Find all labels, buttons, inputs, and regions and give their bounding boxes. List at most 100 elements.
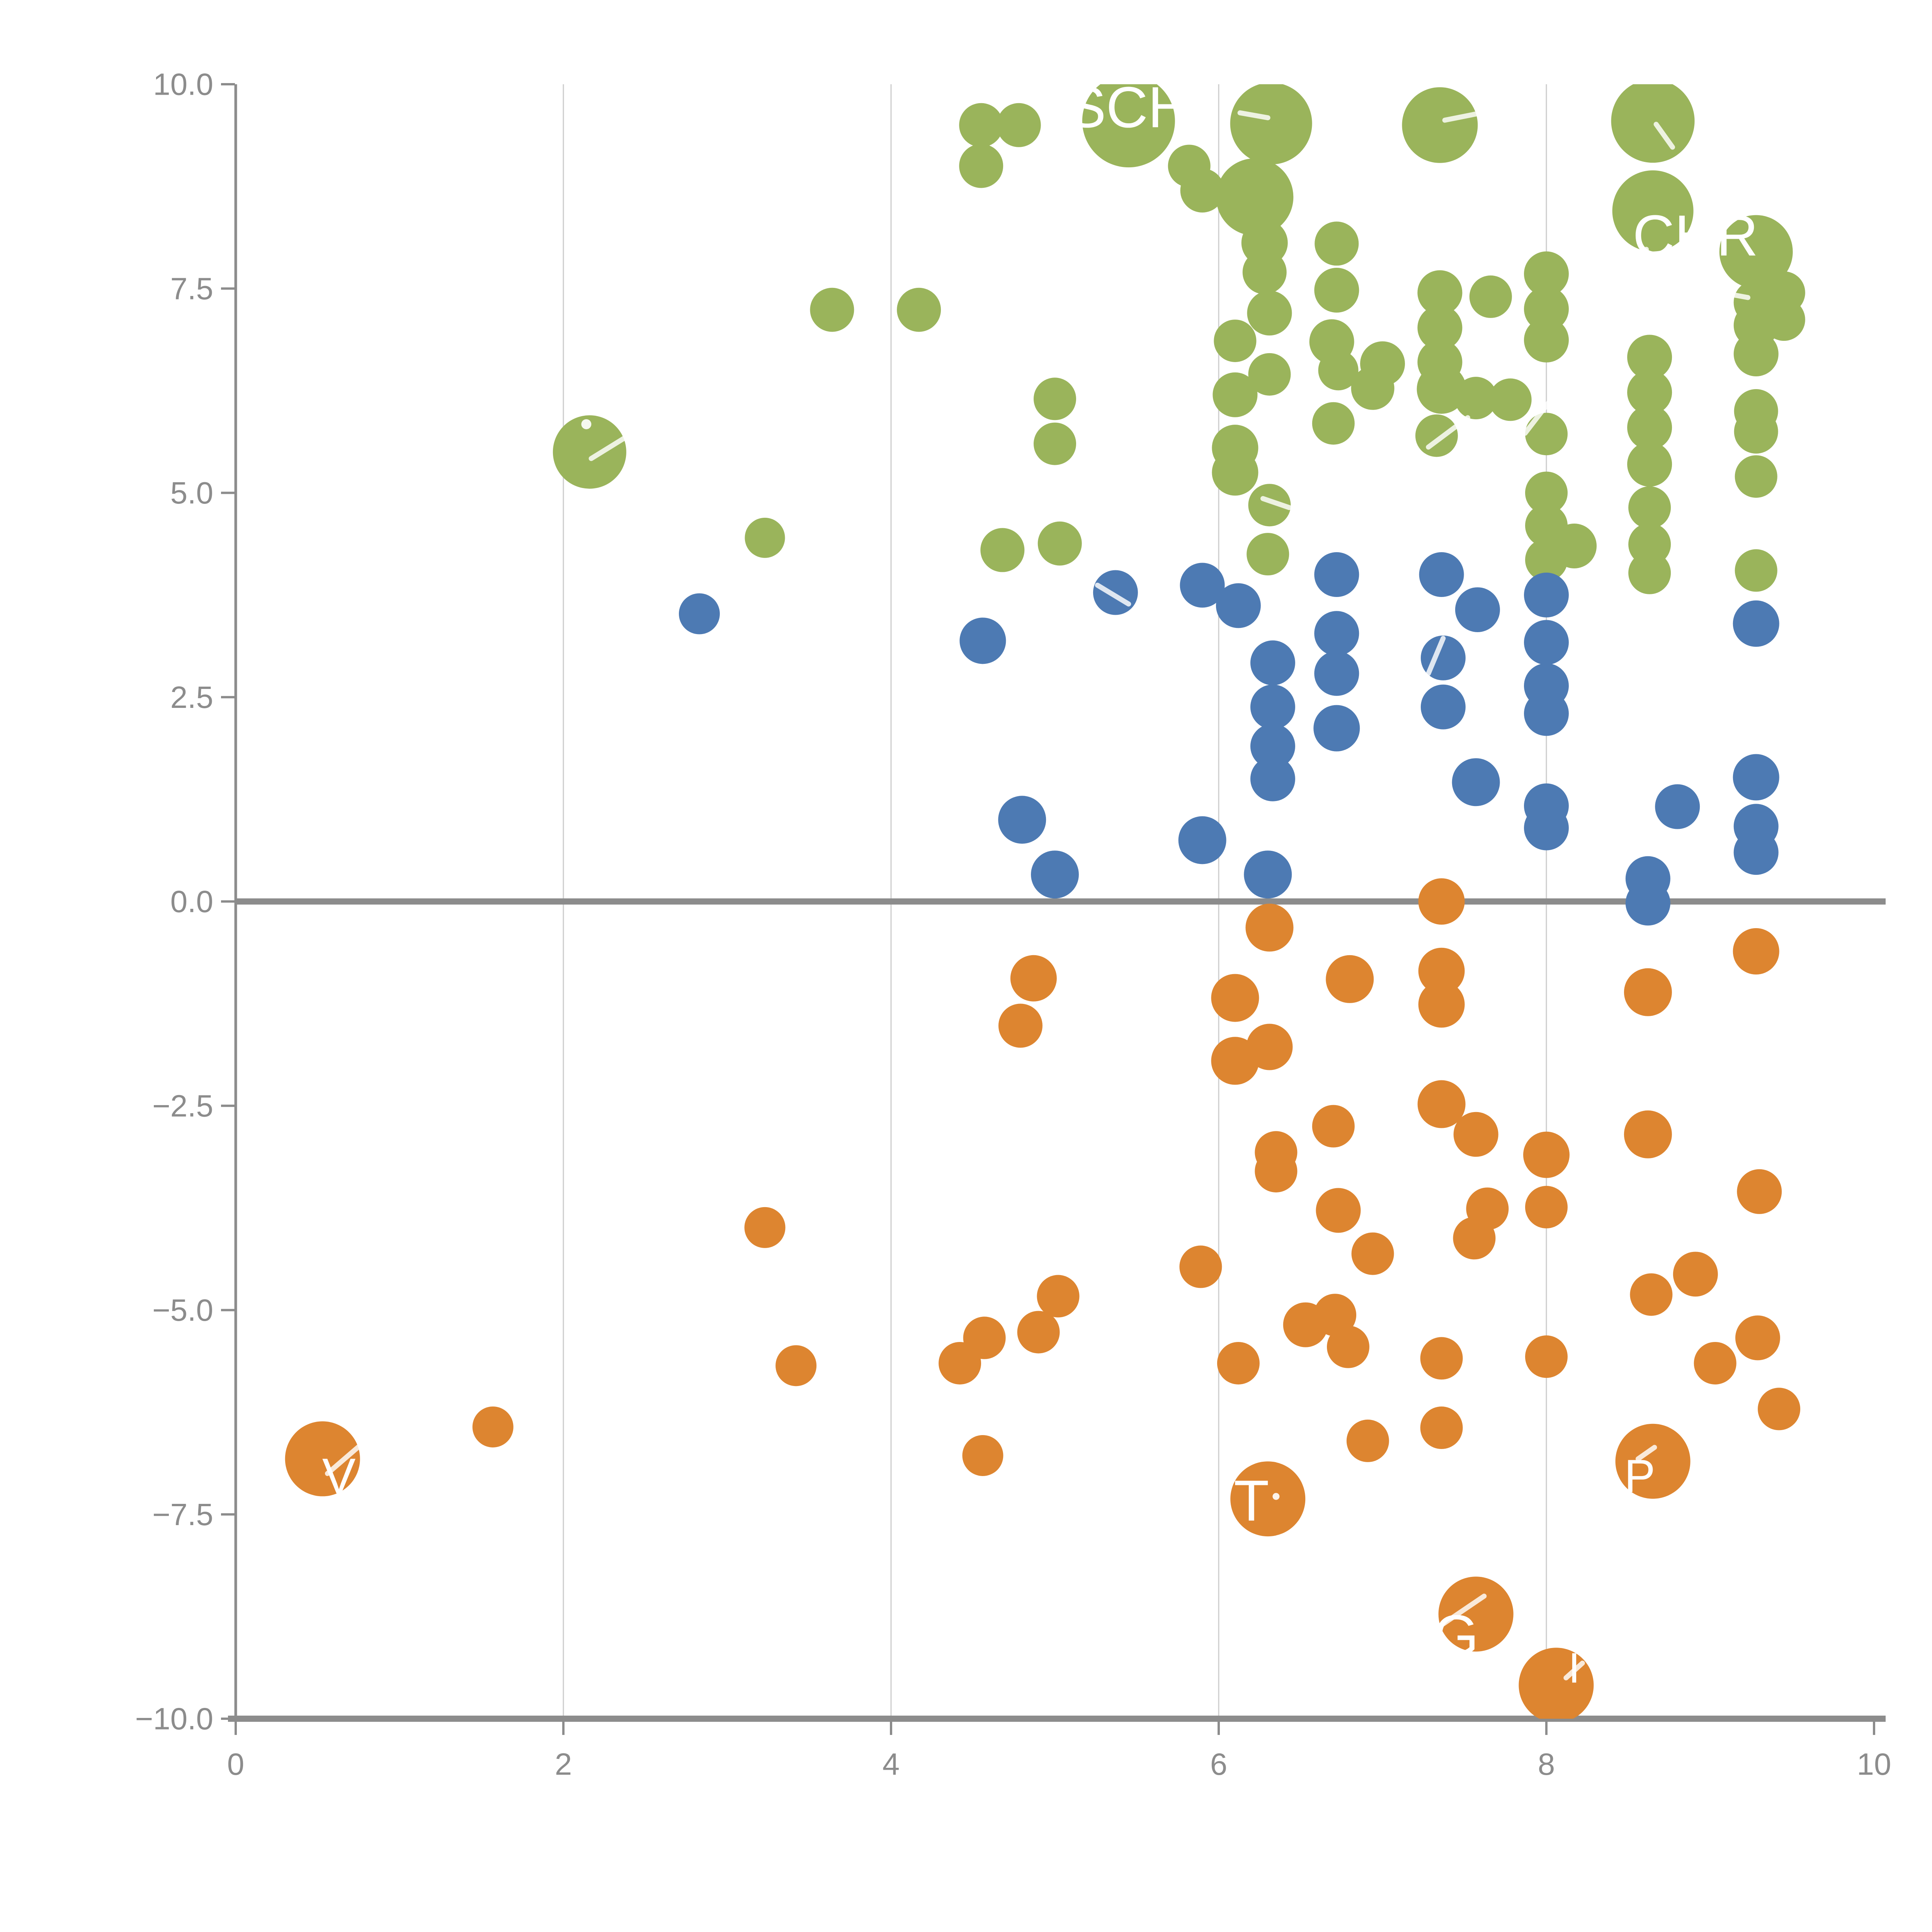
data-point-group-blue-25 xyxy=(1733,600,1779,647)
data-point-group-orange-8 xyxy=(962,1435,1003,1476)
data-point-group-green-50 xyxy=(1351,366,1395,410)
leader-line-8 xyxy=(1522,399,1552,436)
data-point-group-orange-6 xyxy=(1017,1311,1060,1354)
data-point-group-green-35 xyxy=(1762,298,1805,341)
data-point-group-green-65 xyxy=(1525,538,1568,581)
data-point-group-green-52 xyxy=(1454,377,1497,420)
data-point-group-green-7 xyxy=(1402,87,1478,163)
white-mark-0 xyxy=(1272,1493,1280,1500)
data-point-group-green-51 xyxy=(1415,414,1458,457)
leader-line-5 xyxy=(1714,289,1751,300)
data-point-group-green-0 xyxy=(553,415,626,489)
data-point-group-orange-30 xyxy=(1417,1080,1466,1128)
y-tick-label-0.0: 0.0 xyxy=(170,884,213,919)
data-point-group-green-31 xyxy=(1719,215,1793,289)
bubble-label-I: I xyxy=(1568,1644,1580,1692)
leader-line-2 xyxy=(1442,111,1480,123)
data-point-group-green-48 xyxy=(1524,317,1569,362)
data-point-group-green-40 xyxy=(1735,549,1777,592)
data-point-group-blue-24 xyxy=(1655,784,1700,829)
data-point-group-green-46 xyxy=(1524,251,1569,296)
data-point-group-green-13 xyxy=(1242,250,1287,294)
data-point-group-green-22 xyxy=(1034,422,1076,465)
data-point-group-blue-13 xyxy=(1419,552,1464,597)
data-point-group-green-29 xyxy=(1318,350,1359,391)
data-point-group-green-26 xyxy=(1212,449,1259,496)
data-point-group-green-20 xyxy=(897,287,941,332)
data-point-group-orange-11 xyxy=(1179,1245,1222,1288)
leader-line-12 xyxy=(1635,1445,1657,1461)
data-point-group-green-14 xyxy=(1315,221,1359,266)
data-point-group-green-53 xyxy=(1489,378,1532,421)
leader-line-6 xyxy=(588,435,628,461)
x-tick-label-4: 4 xyxy=(883,1747,900,1781)
bubble-label-T: T xyxy=(1234,1468,1269,1533)
data-point-group-green-5 xyxy=(1082,84,1175,168)
x-tick-label-10: 10 xyxy=(1857,1747,1891,1781)
data-point-group-blue-31 xyxy=(998,796,1046,844)
leader-line-1 xyxy=(1237,110,1270,121)
data-point-group-green-2 xyxy=(959,103,1003,147)
x-tick-label-2: 2 xyxy=(555,1747,572,1781)
data-point-group-orange-0 xyxy=(285,1421,360,1497)
data-point-group-blue-7 xyxy=(1250,724,1295,769)
leader-line-3 xyxy=(1653,122,1675,150)
x-tick-label-6: 6 xyxy=(1210,1747,1228,1781)
y-tick-label-5.0: 5.0 xyxy=(170,476,213,510)
data-point-group-blue-16 xyxy=(1455,587,1500,632)
data-point-group-orange-31 xyxy=(1453,1112,1498,1157)
data-point-group-orange-21 xyxy=(1211,974,1259,1022)
data-point-group-green-58 xyxy=(1525,413,1568,456)
leader-line-11 xyxy=(1440,1594,1487,1627)
data-point-group-orange-27 xyxy=(1418,981,1465,1028)
data-point-group-green-23 xyxy=(1213,372,1258,417)
data-point-group-green-6 xyxy=(1230,84,1312,165)
data-point-group-green-3 xyxy=(997,103,1041,147)
data-point-group-green-44 xyxy=(1417,364,1466,414)
data-point-group-green-10 xyxy=(1180,168,1225,213)
data-point-group-orange-49 xyxy=(1438,1577,1514,1652)
data-point-group-green-18 xyxy=(1214,320,1257,362)
data-point-group-green-1 xyxy=(745,517,785,558)
x-tick-label-0: 0 xyxy=(227,1747,245,1781)
data-point-group-green-41 xyxy=(1417,270,1463,315)
data-point-group-green-54 xyxy=(1627,335,1672,380)
data-point-group-orange-43 xyxy=(1758,1388,1801,1430)
data-point-group-orange-12 xyxy=(1217,1342,1260,1384)
data-point-group-blue-19 xyxy=(1524,620,1569,665)
data-point-group-green-36 xyxy=(1733,331,1779,376)
data-point-group-blue-28 xyxy=(1733,830,1779,875)
data-point-group-orange-51 xyxy=(1230,1461,1306,1537)
data-point-group-orange-29 xyxy=(1624,968,1672,1016)
data-point-group-green-59 xyxy=(1525,471,1568,514)
data-point-group-orange-14 xyxy=(1314,1294,1357,1337)
data-point-group-green-17 xyxy=(1247,291,1292,336)
data-point-group-green-63 xyxy=(1628,551,1671,594)
data-point-group-orange-40 xyxy=(1673,1252,1718,1297)
leader-line-14 xyxy=(1095,582,1131,607)
data-point-group-green-68 xyxy=(1247,533,1289,576)
data-point-group-blue-8 xyxy=(1250,756,1295,801)
data-point-group-green-61 xyxy=(1628,486,1671,529)
data-point-group-green-27 xyxy=(1248,484,1291,527)
data-point-group-blue-3 xyxy=(1180,563,1225,608)
y-tick-label-−10.0: −10.0 xyxy=(135,1702,213,1736)
data-point-group-green-39 xyxy=(1735,455,1777,498)
data-point-group-green-57 xyxy=(1627,442,1672,487)
data-point-group-orange-23 xyxy=(1246,1024,1293,1070)
data-point-group-orange-44 xyxy=(1420,1337,1463,1380)
leader-line-9 xyxy=(1426,415,1470,450)
data-point-group-orange-42 xyxy=(1694,1342,1736,1384)
x-tick-label-8: 8 xyxy=(1538,1747,1555,1781)
y-tick-label-−2.5: −2.5 xyxy=(152,1088,213,1123)
data-point-group-blue-32 xyxy=(1031,850,1079,899)
data-point-group-orange-5 xyxy=(963,1316,1006,1359)
data-point-group-blue-1 xyxy=(959,617,1006,664)
bubble-label-V: V xyxy=(322,1448,356,1504)
data-point-group-blue-10 xyxy=(1314,611,1359,656)
data-point-group-green-11 xyxy=(1216,158,1294,236)
data-point-group-green-28 xyxy=(1312,402,1355,445)
data-point-group-blue-30 xyxy=(1625,881,1670,926)
data-point-group-blue-12 xyxy=(1313,705,1360,752)
